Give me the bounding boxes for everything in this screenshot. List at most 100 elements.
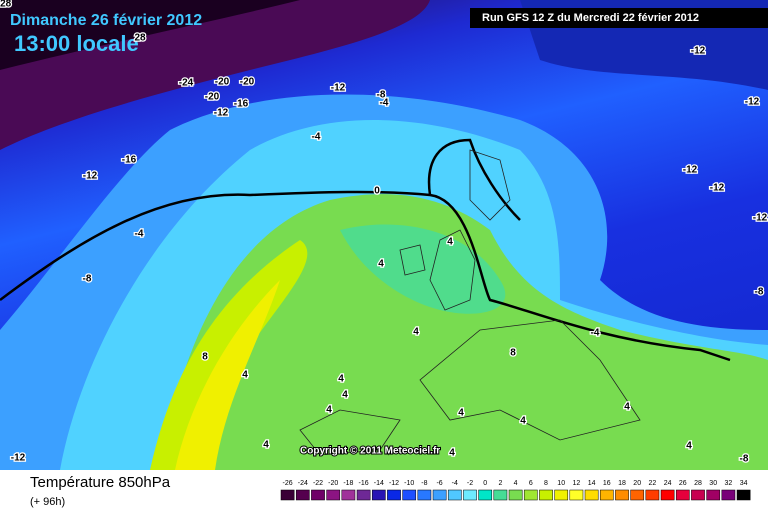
colorbar-swatch [539, 489, 553, 501]
contour-label: -12 [331, 83, 346, 94]
colorbar-swatch [630, 489, 645, 501]
contour-label: 0 [374, 186, 380, 197]
colorbar-swatch [295, 489, 310, 501]
zero-isotherm [0, 190, 731, 362]
contour-label: -16 [122, 155, 137, 166]
contour-label: 4 [263, 440, 269, 451]
mild-zone [160, 194, 768, 471]
colorbar-swatch [371, 489, 386, 501]
contour-label: -20 [215, 77, 230, 88]
contour-label: -24 [179, 78, 194, 89]
colorbar-label: 18 [618, 480, 626, 487]
colorbar-swatch [523, 489, 538, 501]
colorbar-label: 22 [649, 480, 657, 487]
colorbar-label: 6 [529, 480, 533, 487]
colorbar-swatch [675, 489, 690, 501]
colorbar-swatch [417, 489, 432, 501]
colorbar-label: -20 [328, 480, 338, 487]
colorbar-label: -12 [389, 480, 399, 487]
warm-core [175, 280, 280, 470]
colorbar-swatch [402, 489, 417, 501]
contour-label: -4 [591, 328, 600, 339]
colorbar-label: -10 [404, 480, 414, 487]
cold-core [0, 0, 300, 70]
contour-label: -4 [380, 98, 389, 109]
contour-label: -12 [11, 453, 26, 464]
colorbar-swatch [554, 489, 569, 501]
zero-isotherm [427, 138, 521, 221]
contour-label: -12 [691, 46, 706, 57]
colorbar-swatch [356, 489, 371, 501]
colorbar-label: 2 [498, 480, 502, 487]
contour-label: 8 [510, 348, 516, 359]
footer-title: Température 850hPa [30, 474, 171, 491]
contour-label: -8 [377, 90, 386, 101]
contour-label: -12 [683, 165, 698, 176]
contour-label: 4 [378, 259, 384, 270]
colorbar-label: -18 [343, 480, 353, 487]
contour-label: -4 [312, 132, 321, 143]
contour-label: -8 [83, 274, 92, 285]
run-info: Run GFS 12 Z du Mercredi 22 février 2012 [482, 12, 699, 24]
contour-label: 28 [134, 33, 146, 44]
contour-label: 4 [413, 327, 419, 338]
colorbar-label: 14 [588, 480, 596, 487]
colorbar-swatch [721, 489, 736, 501]
contour-label: 4 [242, 370, 248, 381]
colorbar-label: 12 [573, 480, 581, 487]
colorbar-swatch [660, 489, 675, 501]
colorbar-swatch [447, 489, 462, 501]
colorbar-swatch [311, 489, 325, 501]
colorbar-swatch [326, 489, 341, 501]
contour-label: -16 [234, 99, 249, 110]
colorbar-label: -14 [374, 480, 384, 487]
colorbar-swatch [645, 489, 660, 501]
contour-label: -12 [710, 183, 725, 194]
colorbar-swatch [706, 489, 721, 501]
colorbar-swatch [584, 489, 599, 501]
colorbar-label: 24 [664, 480, 672, 487]
colorbar-swatch [493, 489, 508, 501]
date-title: Dimanche 26 février 2012 [10, 12, 202, 29]
contour-label: -8 [755, 287, 764, 298]
colorbar-swatch [691, 489, 705, 501]
contour-label: -12 [83, 171, 98, 182]
contour-label: 4 [686, 441, 692, 452]
colorbar-label: -4 [452, 480, 458, 487]
colorbar-label: 4 [514, 480, 518, 487]
copyright: Copyright © 2011 Meteociel.fr [300, 446, 440, 457]
colorbar-label: 0 [483, 480, 487, 487]
colorbar-label: -2 [467, 480, 473, 487]
colorbar-swatch [432, 489, 447, 501]
colorbar-label: -24 [298, 480, 308, 487]
colorbar-label: 30 [709, 480, 717, 487]
colorbar-label: -6 [436, 480, 442, 487]
contour-label: 4 [326, 405, 332, 416]
colorbar-swatch [280, 489, 295, 501]
contour-label: 4 [342, 390, 348, 401]
colorbar-label: -22 [313, 480, 323, 487]
colorbar-label: -8 [421, 480, 427, 487]
colorbar-swatch [615, 489, 629, 501]
colorbar-label: 10 [557, 480, 565, 487]
colorbar-label: -16 [359, 480, 369, 487]
colorbar-label: 32 [725, 480, 733, 487]
colorbar-swatch [599, 489, 614, 501]
colorbar-label: 28 [694, 480, 702, 487]
colorbar-label: 16 [603, 480, 611, 487]
colorbar-label: 26 [679, 480, 687, 487]
run-banner [470, 8, 768, 28]
colorbar-swatch [569, 489, 584, 501]
contour-label: -28 [0, 0, 12, 10]
time-title: 13:00 locale [14, 31, 139, 56]
contour-label: 4 [624, 402, 630, 413]
contour-label: -12 [214, 108, 229, 119]
contour-label: 4 [520, 416, 526, 427]
coastline [299, 149, 641, 456]
contour-label: -20 [240, 77, 255, 88]
contour-label: -20 [205, 92, 220, 103]
colorbar-swatch [478, 489, 493, 501]
colorbar-swatch [463, 489, 477, 501]
contour-label: 8 [202, 352, 208, 363]
